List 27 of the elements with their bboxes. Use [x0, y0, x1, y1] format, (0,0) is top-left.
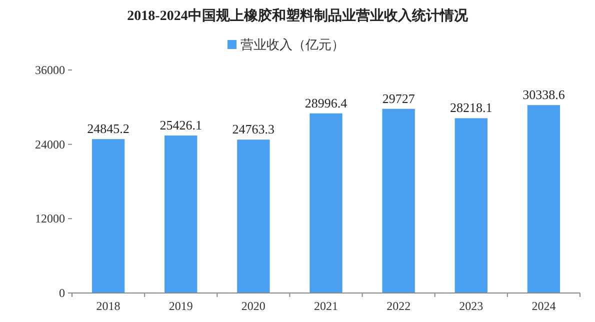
data-label: 28996.4: [304, 95, 348, 110]
bar: [382, 108, 415, 293]
y-tick-label: 24000: [35, 137, 65, 152]
x-tick-label: 2024: [532, 299, 556, 313]
x-tick-label: 2023: [459, 299, 484, 313]
x-tick-label: 2020: [241, 299, 266, 313]
bar: [92, 139, 125, 293]
bar: [237, 140, 270, 293]
data-label: 28218.1: [450, 100, 492, 116]
data-label: 24763.3: [232, 122, 275, 137]
data-label: 29727: [382, 90, 416, 106]
data-label: 25426.1: [160, 118, 202, 132]
data-label: 24845.2: [87, 121, 130, 136]
y-tick-label: 36000: [35, 63, 65, 77]
bar: [310, 113, 342, 293]
chart-title: 2018-2024中国规上橡胶和塑料制品业营业收入统计情况: [127, 7, 469, 24]
data-label: 30338.6: [522, 87, 566, 102]
x-tick-label: 2022: [386, 299, 411, 313]
y-tick-label: 12000: [35, 212, 65, 226]
x-tick-label: 2019: [168, 299, 193, 313]
bar: [454, 118, 488, 293]
x-tick-label: 2021: [314, 299, 338, 313]
bar: [527, 105, 560, 293]
bar: [164, 136, 198, 293]
legend-label: 营业收入（亿元）: [240, 37, 344, 52]
y-tick-label: 0: [59, 286, 65, 300]
x-tick-label: 2018: [96, 299, 120, 313]
